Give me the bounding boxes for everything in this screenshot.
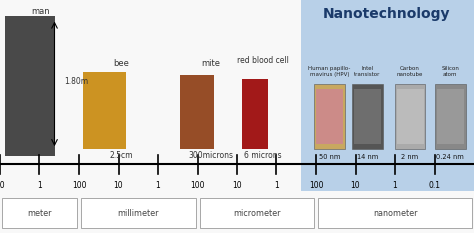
Text: 1: 1	[274, 181, 279, 190]
Bar	[83, 72, 126, 149]
Text: 2 nm: 2 nm	[401, 154, 419, 160]
Text: mite: mite	[201, 58, 220, 68]
Text: Human papillo-
mavirus (HPV): Human papillo- mavirus (HPV)	[308, 66, 351, 77]
Bar	[301, 0, 474, 191]
Text: 6 microns: 6 microns	[244, 151, 282, 161]
Text: 1: 1	[37, 181, 42, 190]
Bar	[2, 198, 77, 228]
Bar	[81, 198, 196, 228]
Text: bee: bee	[113, 58, 129, 68]
Text: millimeter: millimeter	[118, 209, 159, 218]
Bar	[180, 75, 214, 149]
Text: 0.1: 0.1	[428, 181, 441, 190]
Text: nanometer: nanometer	[373, 209, 417, 218]
Bar	[435, 84, 465, 149]
Bar	[316, 89, 343, 144]
Text: Carbon
nanotube: Carbon nanotube	[397, 66, 423, 77]
Text: 1: 1	[392, 181, 397, 190]
Bar	[394, 84, 425, 149]
Text: 10: 10	[232, 181, 242, 190]
Text: 14 nm: 14 nm	[357, 154, 378, 160]
Bar	[318, 198, 472, 228]
Text: micrometer: micrometer	[233, 209, 281, 218]
Bar	[314, 84, 345, 149]
Text: Silicon
atom: Silicon atom	[441, 66, 459, 77]
Text: 10: 10	[114, 181, 123, 190]
Text: 50 nm: 50 nm	[319, 154, 340, 160]
Text: 10: 10	[0, 181, 5, 190]
Text: 300microns: 300microns	[189, 151, 233, 161]
Bar	[200, 198, 314, 228]
Text: 1.80m: 1.80m	[64, 77, 88, 86]
Text: 10: 10	[351, 181, 360, 190]
Text: Nanotechnology: Nanotechnology	[323, 7, 450, 21]
Bar	[354, 89, 381, 144]
Text: 2.5cm: 2.5cm	[109, 151, 133, 161]
Bar	[352, 84, 383, 149]
Text: Intel
transistor: Intel transistor	[354, 66, 381, 77]
Text: 0.24 nm: 0.24 nm	[437, 154, 464, 160]
Text: meter: meter	[27, 209, 52, 218]
Text: man: man	[31, 7, 50, 16]
Bar	[437, 89, 464, 144]
Text: red blood cell: red blood cell	[237, 56, 289, 65]
Bar	[242, 79, 268, 149]
Text: 100: 100	[191, 181, 205, 190]
Text: 100: 100	[309, 181, 323, 190]
Bar	[5, 16, 55, 156]
Bar	[396, 89, 424, 144]
Text: 100: 100	[72, 181, 86, 190]
Text: 1: 1	[155, 181, 160, 190]
